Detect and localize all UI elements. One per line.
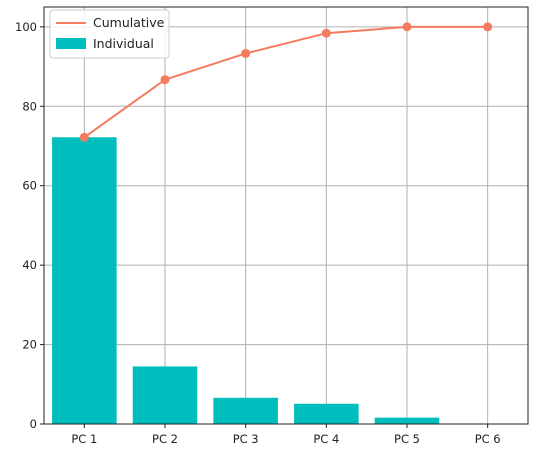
legend: Cumulative Individual bbox=[49, 9, 170, 59]
cumulative-point bbox=[321, 28, 331, 38]
legend-label-individual: Individual bbox=[93, 36, 154, 51]
bar-individual bbox=[132, 366, 198, 424]
cumulative-point bbox=[160, 75, 170, 85]
plot-frame bbox=[43, 6, 529, 425]
x-tick-label: PC 2 bbox=[152, 432, 178, 446]
bar-individual bbox=[52, 137, 117, 424]
x-tick-label: PC 6 bbox=[475, 432, 501, 446]
legend-label-cumulative: Cumulative bbox=[93, 15, 165, 30]
legend-swatch-individual bbox=[56, 38, 86, 49]
cumulative-point bbox=[79, 132, 89, 142]
y-tick-label: 100 bbox=[15, 20, 37, 34]
axes bbox=[40, 6, 529, 428]
bar-individual bbox=[374, 417, 440, 424]
y-tick-labels: 0 20 40 60 80 100 bbox=[15, 20, 37, 431]
cumulative-point bbox=[483, 22, 493, 32]
y-tick-label: 20 bbox=[22, 338, 37, 352]
y-tick-label: 60 bbox=[22, 179, 37, 193]
y-tick-label: 0 bbox=[30, 417, 37, 431]
cumulative-point bbox=[402, 22, 412, 32]
x-tick-label: PC 1 bbox=[71, 432, 97, 446]
x-tick-label: PC 3 bbox=[233, 432, 259, 446]
cumulative-line bbox=[83, 25, 488, 139]
cumulative-line-layer bbox=[79, 22, 493, 142]
y-tick-label: 40 bbox=[22, 258, 37, 272]
x-tick-labels: PC 1 PC 2 PC 3 PC 4 PC 5 PC 6 bbox=[71, 432, 500, 446]
bar-individual bbox=[213, 397, 278, 424]
x-tick-label: PC 5 bbox=[394, 432, 420, 446]
bar-individual bbox=[294, 403, 359, 424]
cumulative-point bbox=[241, 48, 251, 58]
x-tick-label: PC 4 bbox=[313, 432, 339, 446]
bars bbox=[52, 137, 440, 424]
y-tick-label: 80 bbox=[22, 99, 37, 113]
